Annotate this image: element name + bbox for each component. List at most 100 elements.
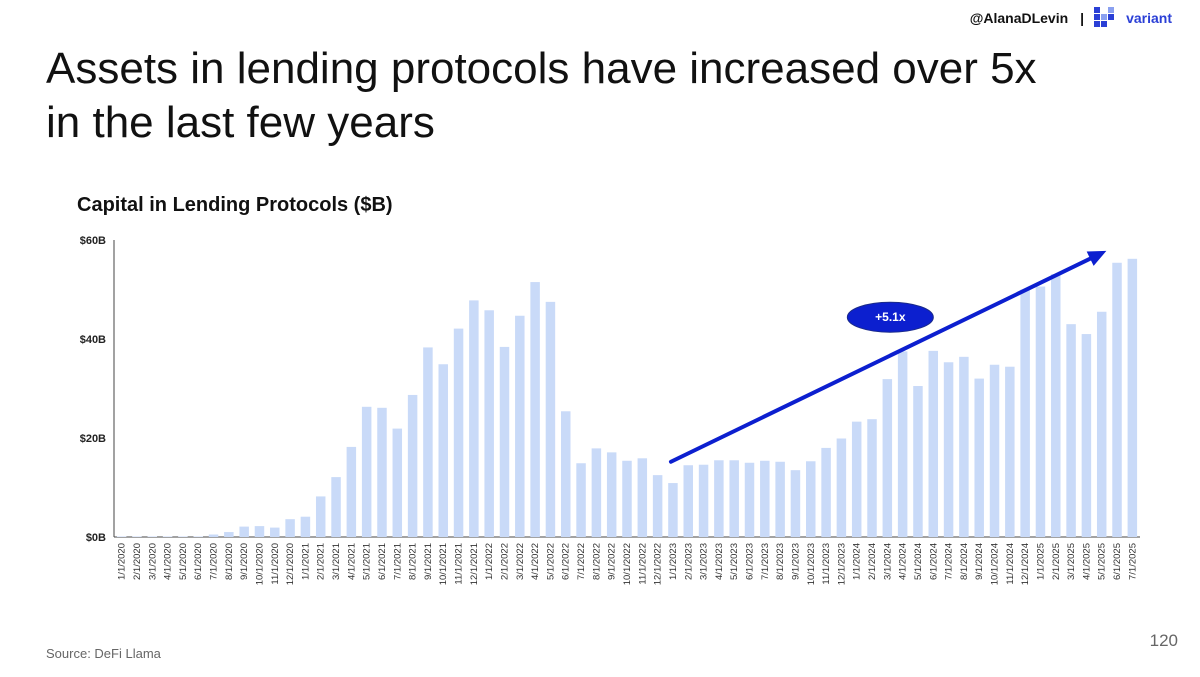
x-tick-label: 5/1/2021 bbox=[362, 543, 373, 580]
bar bbox=[239, 526, 249, 537]
bar bbox=[1112, 262, 1122, 537]
x-tick-label: 10/1/2024 bbox=[990, 543, 1001, 585]
x-tick-label: 3/1/2025 bbox=[1066, 543, 1077, 580]
x-tick-label: 5/1/2023 bbox=[729, 543, 740, 580]
x-tick-label: 11/1/2023 bbox=[821, 543, 832, 585]
x-tick-label: 4/1/2024 bbox=[898, 543, 909, 580]
x-tick-label: 6/1/2024 bbox=[928, 543, 939, 580]
x-tick-label: 7/1/2024 bbox=[944, 543, 955, 580]
x-tick-label: 10/1/2021 bbox=[438, 543, 449, 585]
bar bbox=[989, 364, 1000, 537]
bar bbox=[346, 446, 357, 537]
bar bbox=[882, 379, 893, 537]
x-tick-label: 4/1/2023 bbox=[714, 543, 725, 580]
x-tick-label: 6/1/2025 bbox=[1112, 543, 1123, 580]
bar bbox=[438, 364, 448, 537]
bar bbox=[453, 328, 464, 537]
y-tick-label: $60B bbox=[80, 235, 106, 247]
x-tick-label: 1/1/2022 bbox=[484, 543, 495, 580]
bar bbox=[913, 386, 923, 537]
header-separator: | bbox=[1080, 10, 1085, 26]
bar bbox=[591, 448, 602, 537]
bar bbox=[851, 421, 862, 537]
x-tick-label: 4/1/2021 bbox=[346, 543, 357, 580]
x-tick-label: 12/1/2023 bbox=[836, 543, 847, 585]
bar bbox=[147, 536, 158, 537]
x-tick-label: 9/1/2022 bbox=[607, 543, 618, 580]
x-tick-label: 1/1/2020 bbox=[117, 543, 128, 580]
bar bbox=[377, 407, 387, 537]
bar bbox=[331, 477, 341, 537]
bar bbox=[162, 536, 173, 537]
bar bbox=[576, 463, 586, 537]
bar bbox=[806, 461, 816, 537]
growth-badge-label: +5.1x bbox=[875, 310, 906, 324]
bar bbox=[775, 461, 785, 537]
bar bbox=[959, 356, 969, 537]
x-tick-label: 6/1/2020 bbox=[193, 543, 204, 580]
bar bbox=[897, 351, 908, 538]
x-tick-label: 11/1/2024 bbox=[1005, 543, 1016, 585]
y-tick-label: $0B bbox=[86, 532, 106, 544]
x-tick-label: 7/1/2021 bbox=[392, 543, 403, 580]
bar bbox=[1051, 274, 1061, 537]
source-note: Source: DeFi Llama bbox=[46, 646, 161, 661]
bar bbox=[821, 447, 831, 537]
x-tick-label: 4/1/2020 bbox=[163, 543, 174, 580]
bar bbox=[392, 428, 403, 537]
bar bbox=[407, 394, 418, 537]
page-number: 120 bbox=[1149, 631, 1178, 650]
bar bbox=[790, 470, 801, 537]
chart-title: Capital in Lending Protocols ($B) bbox=[77, 194, 393, 216]
x-tick-label: 10/1/2020 bbox=[254, 543, 265, 585]
bar bbox=[285, 519, 295, 537]
bar bbox=[714, 460, 724, 537]
bar bbox=[178, 536, 188, 537]
brand-name: variant bbox=[1126, 10, 1172, 26]
x-tick-label: 12/1/2024 bbox=[1020, 543, 1031, 585]
bar bbox=[1081, 334, 1092, 537]
growth-arrow-head bbox=[1086, 250, 1107, 266]
x-tick-label: 4/1/2022 bbox=[530, 543, 541, 580]
bar bbox=[1035, 286, 1046, 537]
x-tick-label: 2/1/2024 bbox=[867, 543, 878, 580]
x-tick-label: 11/1/2022 bbox=[637, 543, 648, 585]
bar bbox=[315, 496, 326, 537]
bar bbox=[637, 458, 648, 537]
bar bbox=[943, 362, 954, 537]
x-tick-label: 6/1/2021 bbox=[377, 543, 388, 580]
y-tick-label: $40B bbox=[80, 334, 106, 346]
bar bbox=[530, 282, 540, 537]
x-tick-label: 6/1/2023 bbox=[745, 543, 756, 580]
bar bbox=[499, 346, 510, 537]
bar bbox=[208, 534, 219, 537]
x-tick-label: 9/1/2021 bbox=[423, 543, 434, 580]
slide-title: Assets in lending protocols have increas… bbox=[46, 42, 1166, 150]
bar bbox=[561, 411, 571, 537]
bar bbox=[132, 536, 142, 537]
x-tick-label: 12/1/2020 bbox=[285, 543, 296, 585]
bar bbox=[668, 483, 678, 537]
x-tick-label: 3/1/2023 bbox=[699, 543, 710, 580]
x-tick-label: 1/1/2021 bbox=[300, 543, 311, 580]
bar bbox=[652, 475, 663, 538]
slide-title-line-2: in the last few years bbox=[46, 98, 435, 147]
x-tick-label: 5/1/2024 bbox=[913, 543, 924, 580]
bar bbox=[193, 536, 203, 537]
bar bbox=[300, 516, 311, 537]
x-tick-label: 9/1/2020 bbox=[239, 543, 250, 580]
bar bbox=[867, 419, 877, 537]
bar bbox=[683, 465, 693, 537]
bar bbox=[254, 526, 265, 537]
x-tick-label: 8/1/2023 bbox=[775, 543, 786, 580]
x-tick-label: 6/1/2022 bbox=[561, 543, 572, 580]
x-tick-label: 11/1/2020 bbox=[270, 543, 281, 585]
x-tick-label: 5/1/2020 bbox=[178, 543, 189, 580]
variant-logo-icon bbox=[1094, 7, 1115, 27]
x-tick-label: 1/1/2023 bbox=[668, 543, 679, 580]
bar bbox=[484, 310, 494, 537]
bar bbox=[515, 315, 525, 537]
x-tick-label: 5/1/2022 bbox=[545, 543, 556, 580]
x-tick-label: 12/1/2021 bbox=[469, 543, 480, 585]
x-tick-label: 12/1/2022 bbox=[653, 543, 664, 585]
